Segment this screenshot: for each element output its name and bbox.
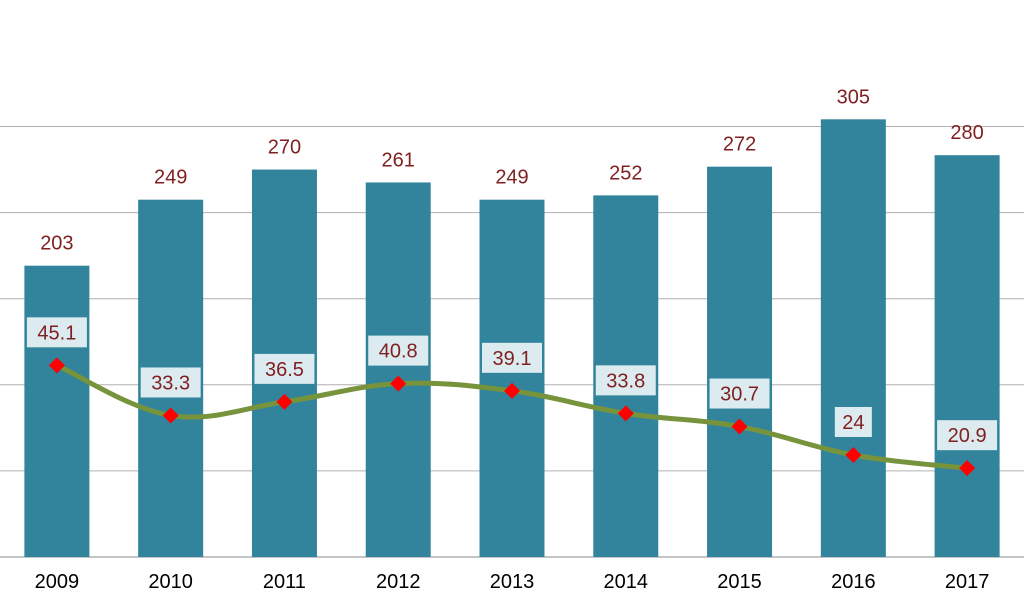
- line-value-label: 45.1: [26, 317, 87, 348]
- bar-value-label: 272: [723, 134, 756, 156]
- line-label-text: 33.3: [151, 372, 190, 394]
- bar-2016: [820, 119, 886, 557]
- bar-2017: [934, 155, 1000, 557]
- bar-value-label: 270: [268, 137, 301, 159]
- bar-data-labels: 203 249 270 261 249 252 272 305 280: [40, 86, 984, 254]
- line-point-marker: [390, 375, 407, 392]
- line-label-box: [709, 378, 770, 409]
- line-label-text: 24: [842, 412, 864, 434]
- x-tick-label: 2011: [263, 571, 306, 593]
- line-label-box: [482, 342, 542, 373]
- line-point-marker: [959, 460, 976, 477]
- bar-2013: [479, 199, 545, 557]
- x-axis-tick-labels: 2009 2010 2011 2012 2013 2014 2015 2016 2017: [35, 571, 990, 593]
- x-tick-label: 2017: [945, 571, 990, 593]
- bar-value-label: 280: [950, 122, 983, 144]
- line-label-box: [368, 335, 429, 366]
- bar-2012: [365, 182, 431, 557]
- line-label-box: [595, 365, 656, 396]
- line-value-label: 33.3: [140, 367, 201, 398]
- line-value-label: 33.8: [595, 365, 656, 396]
- line-label-text: 20.9: [948, 425, 987, 447]
- line-label-box: [26, 317, 87, 348]
- line-point-marker: [731, 418, 748, 435]
- line-value-label: 36.5: [254, 353, 315, 384]
- line-label-text: 39.1: [493, 348, 532, 370]
- bar-value-label: 249: [495, 167, 528, 189]
- x-tick-label: 2010: [148, 571, 193, 593]
- bar-value-label: 305: [837, 86, 870, 108]
- x-tick-label: 2015: [717, 571, 762, 593]
- x-tick-label: 2012: [376, 571, 421, 593]
- line-point-marker: [162, 407, 179, 424]
- line-label-box: [140, 367, 201, 398]
- line-value-label: 30.7: [709, 378, 770, 409]
- x-tick-label: 2016: [831, 571, 876, 593]
- line-value-label: 39.1: [482, 342, 542, 373]
- line-point-marker: [617, 405, 634, 422]
- line-label-box: [937, 420, 998, 451]
- line-label-text: 33.8: [606, 370, 645, 392]
- line-value-label: 20.9: [937, 420, 998, 451]
- bar-value-label: 261: [382, 149, 415, 171]
- bar-2009: [24, 265, 90, 557]
- x-tick-label: 2009: [35, 571, 80, 593]
- bar-value-label: 252: [609, 162, 642, 184]
- bar-2015: [707, 166, 773, 557]
- line-value-label: 24: [834, 407, 872, 437]
- line-series: [48, 357, 976, 477]
- line-label-box: [834, 407, 872, 437]
- line-point-marker: [845, 447, 862, 463]
- line-point-marker: [504, 382, 520, 399]
- line-point-marker: [48, 357, 65, 374]
- bar-value-label: 249: [154, 167, 187, 189]
- line-label-box: [254, 353, 315, 384]
- line-point-marker: [276, 393, 293, 410]
- line-label-text: 45.1: [37, 322, 76, 344]
- x-tick-label: 2014: [604, 571, 649, 593]
- line-label-text: 30.7: [720, 384, 759, 406]
- line-value-label: 40.8: [368, 335, 429, 366]
- line-data-labels: 45.1 33.3 36.5 40.8 39.1 33.8 30.7 24 20.9: [26, 317, 998, 451]
- bar-value-label: 203: [40, 233, 73, 255]
- line-label-text: 40.8: [379, 341, 418, 363]
- x-tick-label: 2013: [490, 571, 535, 593]
- line-label-text: 36.5: [265, 359, 304, 381]
